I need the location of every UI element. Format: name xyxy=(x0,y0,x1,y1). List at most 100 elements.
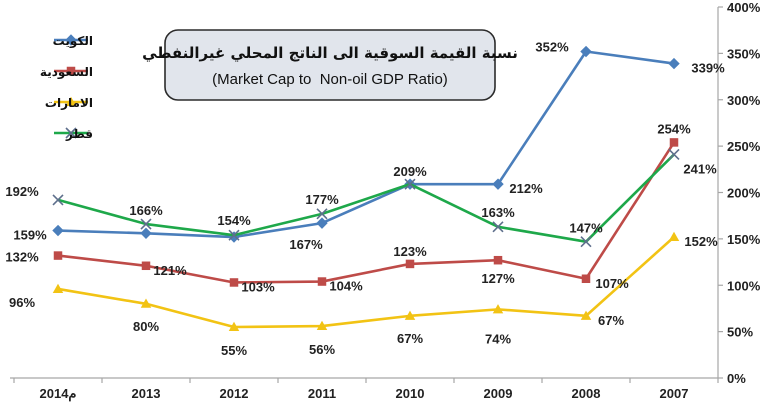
y-tick-label: 50% xyxy=(727,325,753,340)
data-point xyxy=(580,45,592,58)
data-label: 123% xyxy=(393,244,427,259)
y-tick-label: 200% xyxy=(727,186,761,201)
data-point xyxy=(404,178,416,190)
data-label: 127% xyxy=(481,271,515,286)
data-point xyxy=(580,236,592,248)
data-point xyxy=(404,310,416,320)
data-label: 56% xyxy=(309,342,335,357)
data-point xyxy=(492,178,504,190)
legend-label: الكويت xyxy=(53,34,93,49)
legend-entry: قطر xyxy=(54,127,93,141)
series-triangle xyxy=(52,231,680,331)
y-tick-label: 300% xyxy=(727,93,761,108)
data-label: 107% xyxy=(595,276,629,291)
data-label: 339% xyxy=(691,61,725,76)
y-tick-label: 0% xyxy=(727,371,746,386)
data-point xyxy=(316,320,328,331)
data-labels-layer: 159% 167% 209% 212% 352% 339% 132% 121% 103% 104%… xyxy=(5,40,725,358)
legend-label: قطر xyxy=(65,127,93,141)
chart-title-arabic: نسبة القيمة السوقية الى الناتج المحلي غي… xyxy=(142,44,518,62)
data-label: 177% xyxy=(305,192,339,207)
data-label: 132% xyxy=(5,250,39,265)
data-label: 209% xyxy=(393,164,427,179)
series-line xyxy=(57,141,676,284)
x-tick-label: 2009 xyxy=(484,386,513,401)
data-point xyxy=(492,221,504,233)
data-label: 147% xyxy=(569,221,603,236)
data-point xyxy=(52,194,64,206)
data-point xyxy=(52,283,64,293)
legend-entry: السعودية xyxy=(40,65,93,80)
series-line xyxy=(57,153,675,243)
x-tick-label: 2010 xyxy=(396,386,425,401)
data-label: 80% xyxy=(133,319,159,334)
y-tick-label: 150% xyxy=(727,232,761,247)
legend: الكويت السعودية الامارات قطر xyxy=(40,34,93,141)
x-tick-label: 2012 xyxy=(220,386,249,401)
data-label: 352% xyxy=(535,40,569,55)
series-layer xyxy=(52,45,680,331)
y-tick-label: 100% xyxy=(727,278,761,293)
y-axis-ticks: 0% 50% 100% 150% 200% 250% 300% 350% 400% xyxy=(718,0,761,386)
data-label: 254% xyxy=(657,121,691,136)
x-tick-label: 2011 xyxy=(308,386,336,401)
series-square xyxy=(53,138,679,287)
legend-swatch-marker xyxy=(65,96,77,106)
legend-entry: الكويت xyxy=(53,34,93,49)
data-point xyxy=(580,310,592,320)
x-tick-label: 2014م xyxy=(40,386,77,402)
data-point xyxy=(493,255,503,265)
legend-label: الامارات xyxy=(45,96,93,110)
data-label: 163% xyxy=(481,205,515,220)
data-label: 104% xyxy=(329,279,363,294)
data-label: 166% xyxy=(129,203,163,218)
data-label: 167% xyxy=(289,237,323,252)
data-label: 192% xyxy=(5,184,39,199)
data-point xyxy=(52,224,64,237)
data-label: 55% xyxy=(221,343,247,358)
series-line xyxy=(57,236,675,329)
data-point xyxy=(53,251,63,260)
data-label: 159% xyxy=(13,228,47,243)
data-point xyxy=(668,57,680,70)
y-tick-label: 350% xyxy=(727,46,761,61)
data-label: 96% xyxy=(9,295,35,310)
data-point xyxy=(229,278,239,287)
data-point xyxy=(316,208,328,220)
data-label: 152% xyxy=(684,234,718,249)
data-label: 121% xyxy=(153,263,187,278)
chart-title-english: (Market Cap to Non-oil GDP Ratio) xyxy=(212,71,448,88)
x-tick-label: 2007 xyxy=(660,386,689,401)
data-point xyxy=(581,274,591,284)
data-point xyxy=(317,277,327,286)
legend-label: السعودية xyxy=(40,65,93,80)
chart-title-box: نسبة القيمة السوقية الى الناتج المحلي غي… xyxy=(142,29,518,101)
data-label: 154% xyxy=(217,213,251,228)
data-point xyxy=(492,304,504,314)
data-label: 67% xyxy=(397,331,423,346)
data-point xyxy=(140,298,152,308)
data-point xyxy=(669,138,679,147)
data-point xyxy=(668,231,680,242)
data-label: 74% xyxy=(485,331,511,346)
data-label: 212% xyxy=(509,181,543,196)
data-label: 67% xyxy=(598,313,624,328)
data-point xyxy=(141,261,151,271)
data-point xyxy=(140,218,152,230)
data-point xyxy=(228,321,240,331)
data-label: 103% xyxy=(241,279,275,294)
series-line xyxy=(57,50,675,239)
x-axis-ticks: 2014م 2013 2012 2011 2010 2009 2008 2007 xyxy=(13,378,719,402)
data-point xyxy=(228,229,240,241)
title-box-frame xyxy=(164,29,496,101)
data-point xyxy=(140,227,152,240)
data-point xyxy=(316,217,328,229)
y-tick-label: 400% xyxy=(727,0,761,15)
x-tick-label: 2013 xyxy=(132,386,161,401)
data-label: 241% xyxy=(683,161,717,176)
series-x xyxy=(52,148,680,248)
legend-swatch-marker xyxy=(66,66,76,76)
x-tick-label: 2008 xyxy=(572,386,601,401)
legend-entry: الامارات xyxy=(45,96,93,110)
